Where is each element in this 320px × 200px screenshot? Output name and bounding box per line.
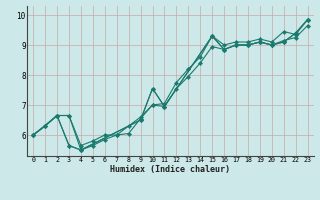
X-axis label: Humidex (Indice chaleur): Humidex (Indice chaleur) xyxy=(110,165,230,174)
